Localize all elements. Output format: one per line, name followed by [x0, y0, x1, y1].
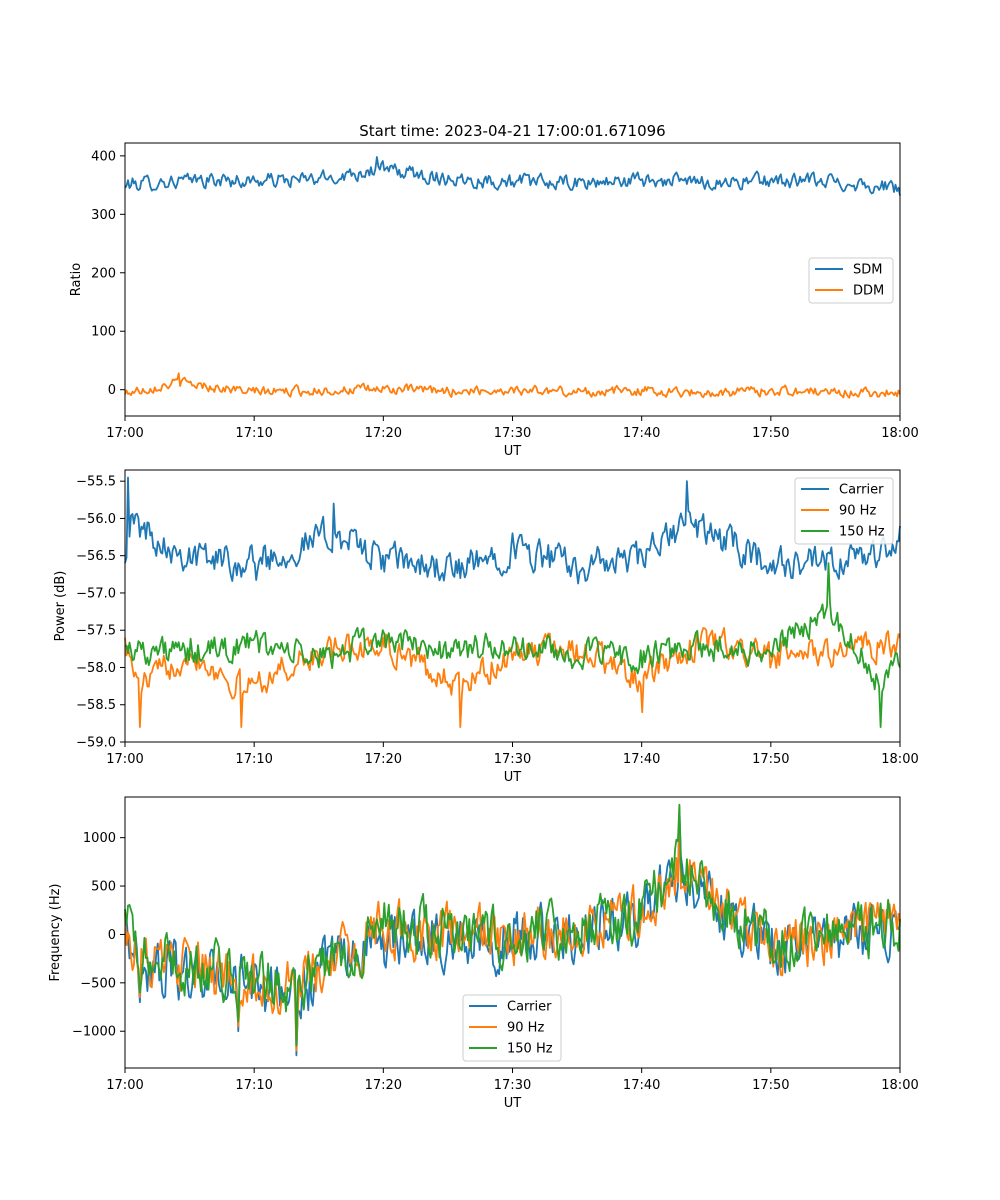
series-line-carrier: [124, 476, 901, 585]
series-line-ddm: [124, 372, 901, 399]
y-tick-label: −500: [80, 976, 116, 991]
y-tick-label: −55.5: [76, 475, 116, 490]
x-tick-label: 18:00: [881, 426, 918, 441]
x-tick-label: 17:50: [752, 752, 789, 767]
series-line-90-hz: [124, 805, 901, 1052]
legend-box: [462, 994, 562, 1062]
x-tick-label: 17:10: [235, 1078, 272, 1093]
x-tick-label: 18:00: [881, 1078, 918, 1093]
x-tick-label: 17:50: [752, 1078, 789, 1093]
y-tick-label: 0: [108, 928, 116, 943]
series-line-sdm: [124, 156, 901, 196]
x-tick-label: 17:20: [365, 752, 402, 767]
x-tick-label: 17:40: [623, 426, 660, 441]
x-tick-label: 17:20: [365, 1078, 402, 1093]
series-line-150-hz: [124, 803, 901, 1047]
x-tick-label: 17:30: [494, 1078, 531, 1093]
series-line-150-hz: [124, 562, 901, 728]
y-tick-label: −1000: [72, 1025, 116, 1040]
chart-panel-1: 17:00 17:10 17:20 17:30 17:40 17:50 18:00 0 100 2…: [69, 142, 919, 459]
x-tick-label: 17:00: [106, 426, 143, 441]
x-tick-label: 17:10: [235, 426, 272, 441]
y-tick-label: −56.0: [76, 512, 116, 527]
chart-panel-3: 17:00 17:10 17:20 17:30 17:40 17:50 18:00 −1000…: [48, 796, 919, 1111]
y-tick-label: 400: [91, 149, 116, 164]
x-tick-label: 17:50: [752, 426, 789, 441]
y-tick-label: −58.5: [76, 698, 116, 713]
y-tick-label: 300: [91, 208, 116, 223]
y-tick-label: 0: [108, 383, 116, 398]
y-tick-label: 500: [91, 880, 116, 895]
x-tick-label: 17:40: [623, 752, 660, 767]
y-tick-label: 100: [91, 325, 116, 340]
legend-label: DDM: [853, 284, 884, 299]
legend-label: 150 Hz: [839, 525, 885, 540]
x-tick-label: 17:00: [106, 752, 143, 767]
legend-label: Carrier: [839, 483, 884, 498]
y-tick-label: −59.0: [76, 736, 116, 751]
x-tick-label: 17:20: [365, 426, 402, 441]
y-tick-label: −58.0: [76, 661, 116, 676]
legend: SDM DDM: [808, 257, 894, 304]
y-tick-label: −57.0: [76, 586, 116, 601]
x-axis-label: UT: [504, 770, 522, 785]
legend: Carrier 90 Hz 150 Hz: [462, 994, 562, 1062]
legend-label: Carrier: [507, 1000, 552, 1015]
y-tick-label: −56.5: [76, 549, 116, 564]
legend-label: SDM: [853, 263, 882, 278]
legend: Carrier 90 Hz 150 Hz: [794, 477, 894, 545]
y-axis-label: Ratio: [69, 263, 84, 296]
y-tick-label: −57.5: [76, 624, 116, 639]
y-tick-label: 200: [91, 266, 116, 281]
legend-label: 150 Hz: [507, 1042, 553, 1057]
x-axis-label: UT: [504, 444, 522, 459]
y-tick-label: 1000: [83, 831, 116, 846]
x-tick-label: 17:30: [494, 752, 531, 767]
chart-panel-2: 17:00 17:10 17:20 17:30 17:40 17:50 18:00 −55.5…: [53, 469, 919, 785]
x-axis-label: UT: [504, 1096, 522, 1111]
x-tick-label: 18:00: [881, 752, 918, 767]
x-tick-label: 17:40: [623, 1078, 660, 1093]
legend-label: 90 Hz: [839, 504, 876, 519]
y-axis-label: Frequency (Hz): [48, 883, 63, 981]
chart-title: Start time: 2023-04-21 17:00:01.671096: [359, 122, 665, 140]
x-tick-label: 17:00: [106, 1078, 143, 1093]
y-axis-label: Power (dB): [53, 571, 68, 642]
x-tick-label: 17:30: [494, 426, 531, 441]
x-tick-label: 17:10: [235, 752, 272, 767]
legend-label: 90 Hz: [507, 1021, 544, 1036]
series-line-90-hz: [124, 627, 901, 728]
legend-box: [794, 477, 894, 545]
